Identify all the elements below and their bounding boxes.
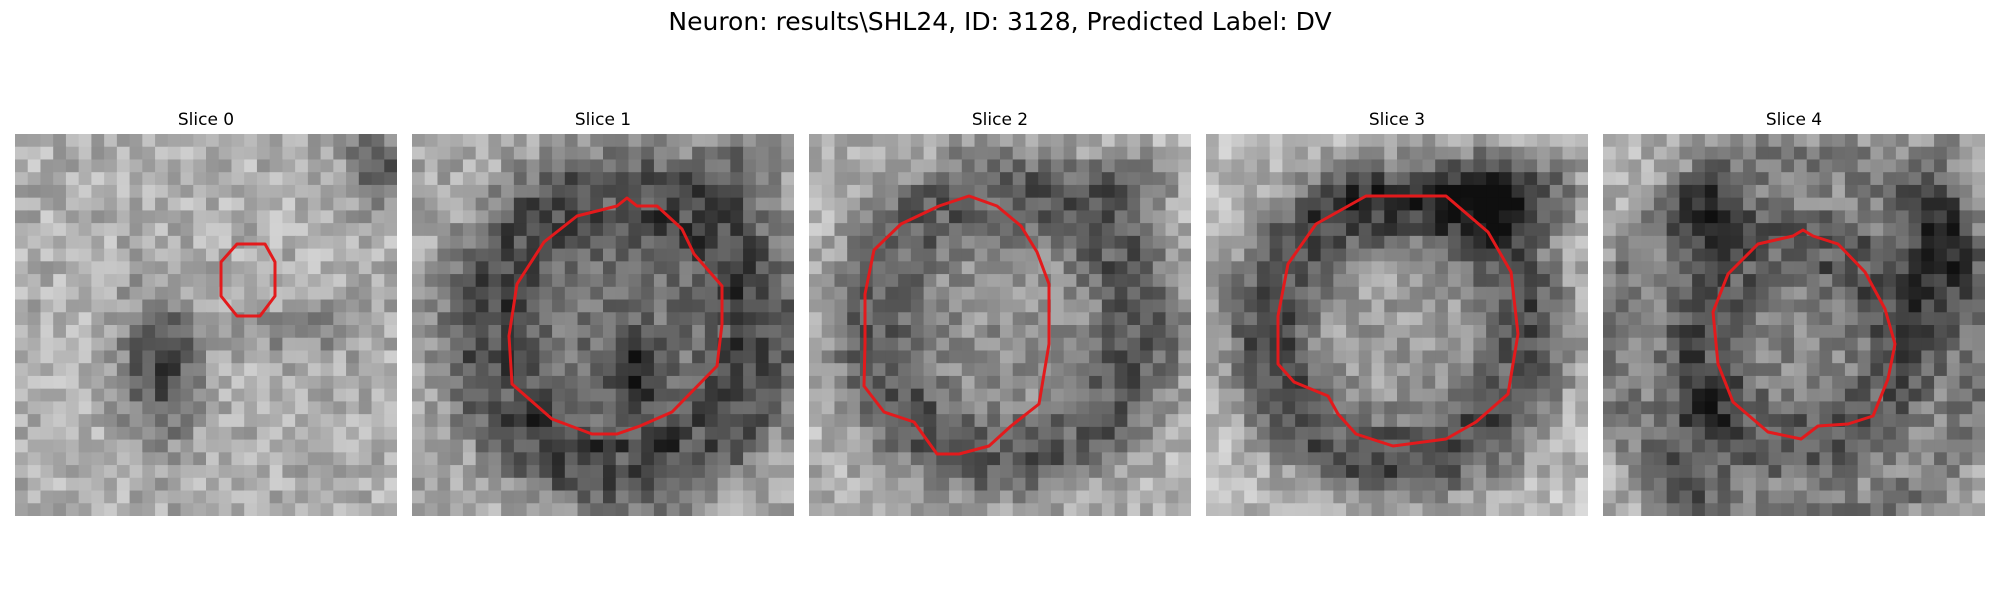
panel-title: Slice 3 <box>1368 110 1426 130</box>
slice-image <box>412 134 794 516</box>
panel-slice-2: Slice 2 <box>809 108 1191 532</box>
panel-title: Slice 0 <box>177 110 235 130</box>
panel-slice-4: Slice 4 <box>1603 108 1985 532</box>
cell-contour <box>507 196 724 436</box>
panel-title: Slice 4 <box>1765 110 1823 130</box>
slice-image <box>1603 134 1985 516</box>
slice-image <box>15 134 397 516</box>
slice-image <box>1206 134 1588 516</box>
figure-title: Neuron: results\SHL24, ID: 3128, Predict… <box>668 7 1332 36</box>
panel-title: Slice 2 <box>971 110 1029 130</box>
cell-contour <box>862 194 1051 456</box>
cell-contour <box>1276 194 1520 448</box>
cell-contour <box>219 242 277 318</box>
panel-title: Slice 1 <box>574 110 632 130</box>
slice-image <box>809 134 1191 516</box>
cell-contour <box>1711 228 1897 441</box>
panel-slice-1: Slice 1 <box>412 108 794 532</box>
panel-slice-0: Slice 0 <box>15 108 397 532</box>
panel-slice-3: Slice 3 <box>1206 108 1588 532</box>
